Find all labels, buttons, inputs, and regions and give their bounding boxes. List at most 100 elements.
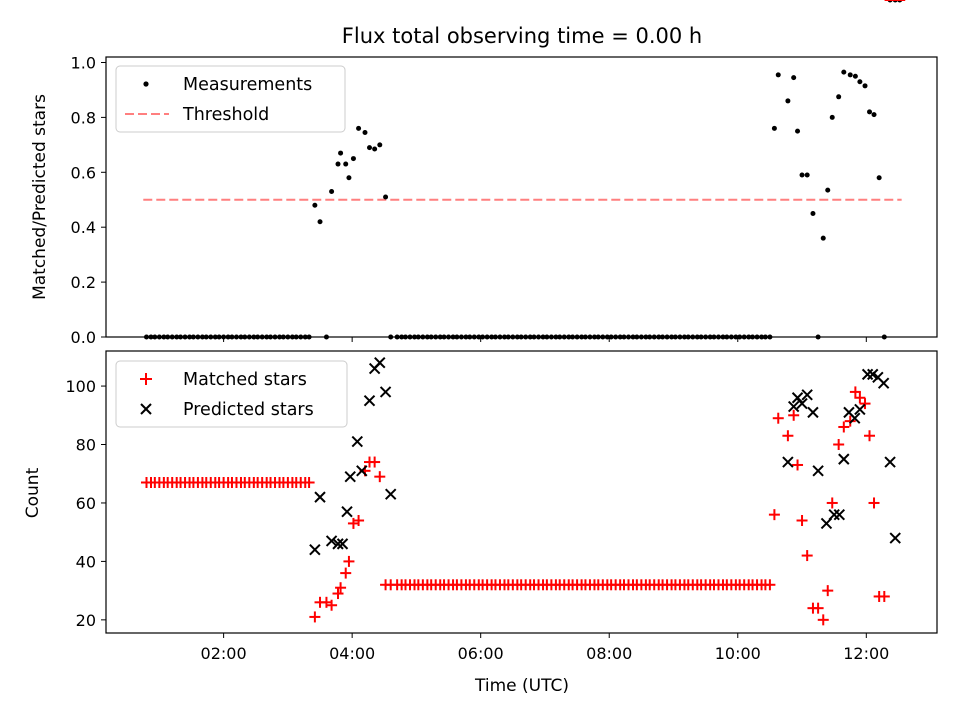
y-tick-label: 0.8 (71, 108, 96, 127)
measurement-point (847, 72, 853, 78)
measurement-point (317, 219, 323, 225)
matched-star-point (340, 567, 352, 579)
matched-star-point (833, 439, 845, 451)
matched-star-point (844, 415, 856, 427)
predicted-stars-points (309, 356, 901, 556)
x-tick-label: 12:00 (843, 644, 889, 663)
measurement-point (852, 73, 858, 79)
measurement-point (791, 75, 797, 81)
matched-star-point (868, 497, 880, 509)
measurement-point (356, 125, 362, 131)
y-tick-label: 1.0 (71, 53, 96, 72)
matched-star-point (859, 398, 871, 410)
matched-star-point (796, 514, 808, 526)
y-tick-label: 40 (76, 552, 96, 571)
top-y-ticks: 0.0 0.2 0.4 0.6 0.8 1.0 (71, 53, 106, 347)
predicted-star-point (838, 453, 850, 465)
matched-star-point (782, 430, 794, 442)
bottom-panel: 20 40 60 80 100 02:00 04:00 06:00 08:00 10:00 12:… (23, 0, 938, 696)
predicted-star-point (796, 397, 808, 410)
measurement-point (383, 194, 389, 200)
x-axis-label: Time (UTC) (474, 676, 569, 696)
top-y-axis-label: Matched/Predicted stars (30, 94, 50, 300)
matched-star-point (374, 471, 386, 483)
predicted-star-point (877, 377, 890, 389)
bottom-legend-box (115, 360, 348, 428)
y-tick-label: 20 (76, 611, 96, 630)
measurement-point (795, 128, 801, 134)
measurement-point (372, 146, 378, 152)
predicted-star-point (787, 400, 800, 413)
predicted-star-point (356, 465, 368, 477)
predicted-star-point (782, 456, 794, 468)
matched-star-point (369, 456, 381, 468)
measurement-point (876, 175, 882, 181)
y-tick-label: 0.4 (71, 218, 96, 237)
measurements-points (143, 0, 903, 340)
measurement-point (335, 161, 341, 167)
matched-star-point (332, 588, 344, 600)
measurement-point (825, 187, 831, 193)
bottom-axes-frame (105, 350, 938, 634)
matched-stars-points (140, 0, 906, 626)
matched-star-point (353, 514, 365, 526)
matched-star-point (335, 582, 347, 594)
measurement-point (804, 172, 810, 178)
legend-predicted-marker (140, 403, 152, 415)
legend-threshold-label: Threshold (182, 105, 269, 125)
predicted-star-point (861, 368, 874, 381)
top-axes-frame (105, 56, 938, 338)
legend-measurements-marker (143, 81, 149, 87)
matched-star-point (309, 611, 321, 623)
bottom-y-axis-label: Count (23, 467, 43, 518)
top-legend: Measurements Threshold (115, 65, 346, 133)
legend-matched-marker (140, 373, 152, 385)
x-tick-label: 10:00 (715, 644, 761, 663)
predicted-star-point (309, 544, 321, 556)
predicted-star-point (833, 508, 846, 521)
measurement-point (312, 202, 318, 208)
y-tick-label: 0.6 (71, 163, 96, 182)
predicted-star-point (379, 386, 392, 398)
measurement-point (820, 235, 826, 241)
x-tick-label: 04:00 (329, 644, 375, 663)
bottom-x-ticks: 02:00 04:00 06:00 08:00 10:00 12:00 (201, 633, 889, 663)
measurement-point (367, 145, 373, 151)
y-tick-label: 100 (65, 377, 96, 396)
predicted-star-point (344, 470, 356, 483)
measurement-point (350, 156, 356, 162)
y-tick-label: 0.0 (71, 328, 96, 347)
predicted-star-point (854, 403, 866, 416)
measurement-point (841, 69, 847, 75)
matched-star-point (768, 509, 780, 521)
matched-star-point (817, 614, 829, 626)
measurement-point (810, 210, 816, 216)
predicted-star-point (812, 465, 824, 477)
predicted-star-point (336, 538, 349, 550)
predicted-star-point (884, 456, 896, 468)
measurement-point (836, 94, 842, 100)
measurement-point (867, 109, 873, 115)
predicted-star-point (351, 435, 363, 448)
matched-star-point (849, 386, 861, 398)
predicted-star-point (849, 412, 861, 424)
matched-star-point (303, 477, 315, 489)
x-tick-label: 08:00 (586, 644, 632, 663)
predicted-star-point (385, 488, 397, 500)
x-tick-label: 06:00 (458, 644, 504, 663)
predicted-star-point (325, 535, 338, 547)
measurement-point (343, 161, 349, 167)
matched-star-point (326, 599, 338, 611)
matched-star-point (826, 497, 838, 509)
measurement-point (785, 98, 791, 104)
measurement-point (871, 112, 877, 118)
measurement-point (377, 142, 383, 148)
predicted-star-point (889, 532, 901, 544)
predicted-star-point (332, 538, 344, 550)
measurement-point (362, 129, 368, 135)
matched-star-point (822, 585, 834, 597)
matched-star-point (764, 579, 776, 591)
matched-star-point (343, 555, 355, 567)
matched-star-point (788, 409, 800, 421)
